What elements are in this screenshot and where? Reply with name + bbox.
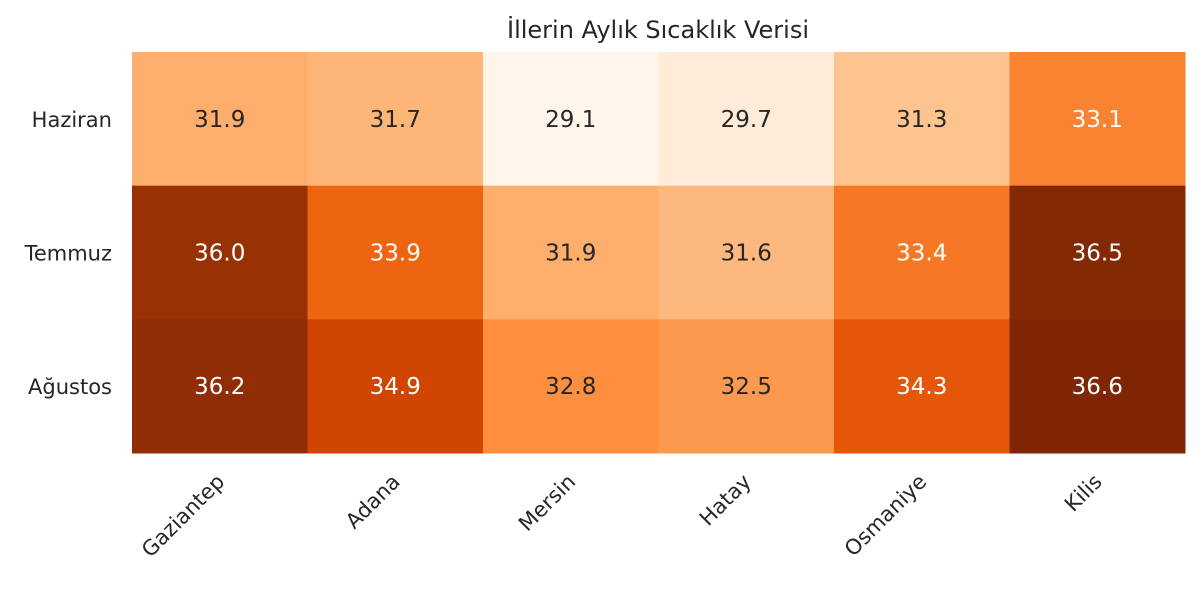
x-axis-tick-labels: Gaziantep Adana Mersin Hatay Osmaniye Kilis (137, 470, 1107, 562)
cell-value-label: 36.6 (1072, 374, 1123, 400)
cell-value-label: 29.1 (545, 107, 596, 133)
cell-value-label: 36.5 (1072, 241, 1123, 267)
heatmap-cell (307, 185, 484, 320)
heatmap-cell (1009, 52, 1186, 187)
cell-value-label: 32.5 (721, 374, 772, 400)
heatmap-cell (834, 52, 1010, 187)
cell-value-label: 34.3 (896, 374, 947, 400)
cell-value-label: 33.4 (896, 241, 947, 267)
y-axis-tick-labels: Haziran Temmuz Ağustos (24, 108, 112, 399)
cell-value-labels: 31.9 31.7 29.1 29.7 31.3 33.1 36.0 33.9 31.9 31.6… (194, 107, 1123, 400)
cell-value-label: 31.7 (370, 107, 421, 133)
heatmap-cells (132, 52, 1186, 454)
x-tick-label: Gaziantep (137, 470, 229, 562)
chart-title: İllerin Aylık Sıcaklık Verisi (507, 15, 809, 44)
cell-value-label: 31.6 (721, 241, 772, 267)
heatmap-cell (132, 52, 308, 187)
heatmap-cell (132, 319, 308, 454)
heatmap-cell (658, 185, 835, 320)
cell-value-label: 34.9 (370, 374, 421, 400)
cell-value-label: 33.9 (370, 241, 421, 267)
cell-value-label: 32.8 (545, 374, 596, 400)
y-tick-label: Haziran (32, 108, 112, 132)
heatmap-cell (658, 52, 835, 187)
heatmap-cell (483, 185, 659, 320)
y-tick-label: Temmuz (24, 242, 112, 266)
cell-value-label: 36.2 (194, 374, 245, 400)
x-tick-label: Kilis (1060, 470, 1107, 517)
heatmap-cell (834, 319, 1010, 454)
heatmap-cell (307, 319, 484, 454)
heatmap-cell (1009, 185, 1186, 320)
cell-value-label: 31.3 (896, 107, 947, 133)
x-tick-label: Hatay (695, 470, 756, 531)
heatmap-cell (834, 185, 1010, 320)
cell-value-label: 33.1 (1072, 107, 1123, 133)
cell-value-label: 31.9 (194, 107, 245, 133)
heatmap-cell (483, 319, 659, 454)
cell-value-label: 36.0 (194, 241, 245, 267)
y-tick-label: Ağustos (28, 375, 112, 399)
cell-value-label: 29.7 (721, 107, 772, 133)
heatmap-cell (307, 52, 484, 187)
x-tick-label: Adana (341, 470, 405, 534)
heatmap-cell (658, 319, 835, 454)
heatmap-cell (483, 52, 659, 187)
x-tick-label: Mersin (514, 470, 580, 536)
x-tick-label: Osmaniye (840, 470, 931, 561)
heatmap-cell (132, 185, 308, 320)
cell-value-label: 31.9 (545, 241, 596, 267)
heatmap-cell (1009, 319, 1186, 454)
